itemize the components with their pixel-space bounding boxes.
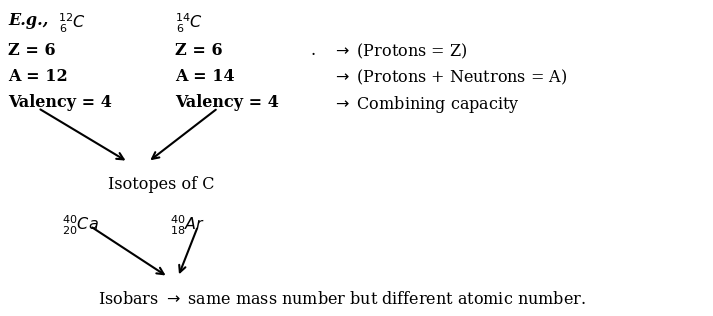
Text: Isotopes of C: Isotopes of C xyxy=(108,176,215,193)
Text: Z = 6: Z = 6 xyxy=(175,42,222,59)
Text: $^{12}_{\, 6}C$: $^{12}_{\, 6}C$ xyxy=(58,12,86,35)
Text: A = 14: A = 14 xyxy=(175,68,235,85)
Text: $\rightarrow$ (Protons + Neutrons = A): $\rightarrow$ (Protons + Neutrons = A) xyxy=(332,68,568,87)
Text: A = 12: A = 12 xyxy=(8,68,68,85)
Text: $^{40}_{18}Ar$: $^{40}_{18}Ar$ xyxy=(170,214,205,237)
Text: Valency = 4: Valency = 4 xyxy=(8,94,112,111)
Text: E.g.,: E.g., xyxy=(8,12,48,29)
Text: Valency = 4: Valency = 4 xyxy=(175,94,279,111)
Text: Z = 6: Z = 6 xyxy=(8,42,56,59)
Text: Isobars $\rightarrow$ same mass number but different atomic number.: Isobars $\rightarrow$ same mass number b… xyxy=(98,291,586,308)
Text: $^{14}_{\, 6}C$: $^{14}_{\, 6}C$ xyxy=(175,12,203,35)
Text: .: . xyxy=(310,42,315,59)
Text: $\rightarrow$ Combining capacity: $\rightarrow$ Combining capacity xyxy=(332,94,520,115)
Text: $\rightarrow$ (Protons = Z): $\rightarrow$ (Protons = Z) xyxy=(332,42,467,61)
Text: $^{40}_{20}Ca$: $^{40}_{20}Ca$ xyxy=(62,214,99,237)
